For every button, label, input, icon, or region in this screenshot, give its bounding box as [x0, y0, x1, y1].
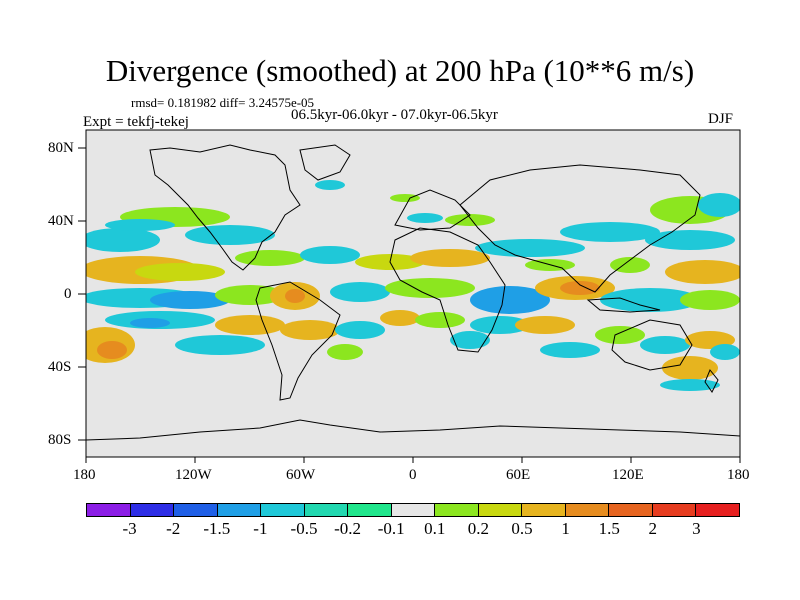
colorbar-label: 3 — [692, 519, 701, 538]
colorbar-label: 0.1 — [424, 519, 446, 538]
lon-label-0: 0 — [409, 467, 417, 483]
colorbar-label: -3 — [122, 519, 137, 538]
lon-label-60w: 60W — [286, 467, 316, 483]
colorbar-swatch — [130, 504, 175, 516]
colorbar-label: -1 — [253, 519, 268, 538]
colorbar-swatch — [391, 504, 436, 516]
colorbar-swatch — [609, 504, 653, 516]
colorbar-label: -1.5 — [203, 519, 231, 538]
colorbar-swatch — [87, 504, 131, 516]
lon-label-180w: 180 — [73, 467, 96, 483]
colorbar-swatch — [652, 504, 697, 516]
lat-label-40s: 40S — [48, 359, 72, 375]
lat-label-80n: 80N — [48, 140, 74, 156]
colorbar-swatch — [435, 504, 479, 516]
colorbar-swatch — [174, 504, 218, 516]
colorbar-swatch — [522, 504, 566, 516]
colorbar-label: -0.5 — [290, 519, 318, 538]
colorbar-label: 0.2 — [467, 519, 490, 538]
lon-label-120w: 120W — [175, 467, 212, 483]
rmsd-stats: rmsd= 0.181982 diff= 3.24575e-05 — [131, 95, 315, 110]
colorbar-label: 0.5 — [511, 519, 533, 538]
colorbar-swatch — [348, 504, 392, 516]
lat-label-40n: 40N — [48, 213, 74, 229]
lon-label-120e: 120E — [612, 467, 644, 483]
lat-label-80s: 80S — [48, 432, 72, 448]
colorbar-swatch — [217, 504, 262, 516]
colorbar-swatch — [478, 504, 523, 516]
colorbar-label: -0.1 — [377, 519, 405, 538]
lon-label-60e: 60E — [506, 467, 531, 483]
colorbar-swatch — [261, 504, 305, 516]
lon-label-180e: 180 — [727, 467, 750, 483]
colorbar-label: -0.2 — [334, 519, 362, 538]
season-label: DJF — [708, 111, 734, 127]
plot-title: Divergence (smoothed) at 200 hPa (10**6 … — [105, 53, 695, 88]
axis-ticks — [78, 147, 741, 463]
colorbar-label: 1.5 — [598, 519, 620, 538]
colorbar-label: 1 — [561, 519, 570, 538]
lat-label-0: 0 — [64, 286, 72, 302]
colorbar-swatch — [565, 504, 610, 516]
period-label: 06.5kyr-06.0kyr - 07.0kyr-06.5kyr — [291, 107, 498, 123]
colorbar-swatch — [696, 504, 739, 516]
colorbar-swatch — [304, 504, 349, 516]
colorbar-label: -2 — [166, 519, 181, 538]
coastlines — [86, 144, 740, 441]
colorbar-label: 2 — [648, 519, 658, 538]
experiment-label: Expt = tekfj-tekej — [83, 114, 189, 130]
colorbar — [86, 503, 740, 517]
